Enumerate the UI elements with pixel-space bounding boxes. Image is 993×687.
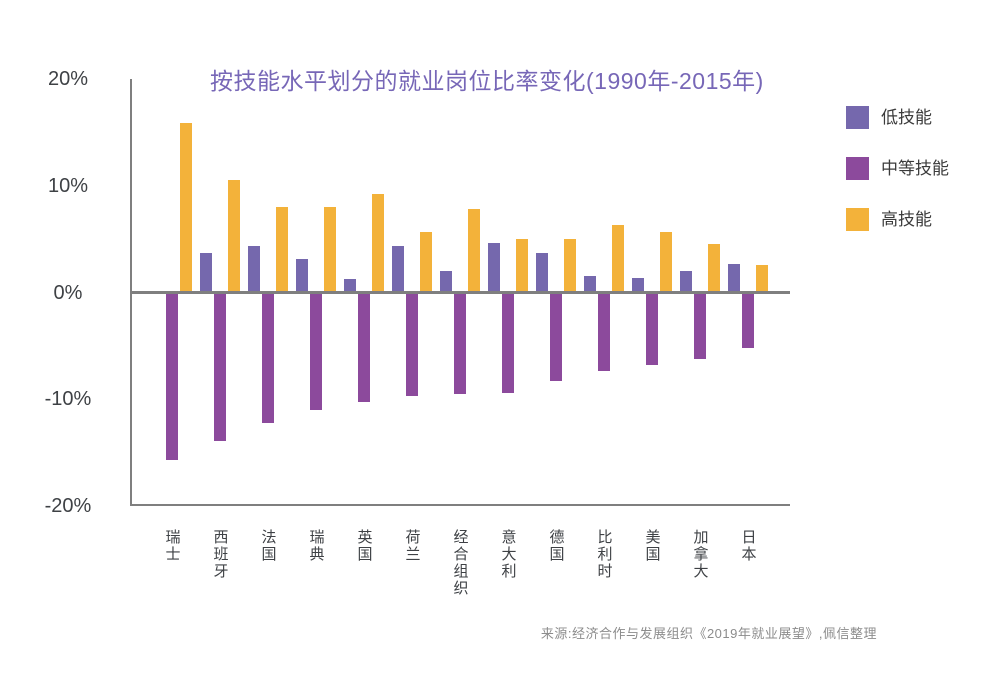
legend: 低技能中等技能高技能 xyxy=(846,106,949,259)
bar-medium-skill-经合组织 xyxy=(454,292,466,394)
bar-high-skill-荷兰 xyxy=(420,231,432,293)
bar-medium-skill-意大利 xyxy=(502,292,514,393)
bar-low-skill-法国 xyxy=(248,245,260,293)
x-axis-label-日本: 日本 xyxy=(739,529,757,563)
y-tick-label: -20% xyxy=(44,495,92,517)
bar-high-skill-瑞士 xyxy=(180,122,192,293)
bar-high-skill-日本 xyxy=(756,264,768,293)
bar-low-skill-美国 xyxy=(632,277,644,293)
legend-label-low-skill: 低技能 xyxy=(881,108,932,127)
bar-medium-skill-法国 xyxy=(262,292,274,423)
bar-high-skill-比利时 xyxy=(612,225,624,293)
zero-baseline xyxy=(132,291,790,294)
bar-medium-skill-日本 xyxy=(742,292,754,348)
x-axis-label-意大利: 意大利 xyxy=(499,529,517,580)
legend-label-medium-skill: 中等技能 xyxy=(881,159,949,178)
x-axis-label-经合组织: 经合组织 xyxy=(451,529,469,597)
bar-medium-skill-英国 xyxy=(358,292,370,403)
x-axis-line xyxy=(130,504,790,506)
bar-low-skill-加拿大 xyxy=(680,271,692,293)
bar-medium-skill-德国 xyxy=(550,292,562,382)
legend-item-high-skill: 高技能 xyxy=(846,208,949,231)
y-axis-line xyxy=(130,79,132,506)
source-note: 来源:经济合作与发展组织《2019年就业展望》,佩信整理 xyxy=(540,626,877,641)
legend-swatch-low-skill xyxy=(846,106,869,129)
bar-medium-skill-瑞典 xyxy=(310,292,322,410)
bar-low-skill-荷兰 xyxy=(392,245,404,293)
bar-low-skill-比利时 xyxy=(584,276,596,293)
bar-low-skill-德国 xyxy=(536,253,548,293)
x-axis-label-比利时: 比利时 xyxy=(595,529,613,580)
plot-area xyxy=(132,79,790,505)
x-axis-label-西班牙: 西班牙 xyxy=(211,529,229,580)
x-axis-label-德国: 德国 xyxy=(547,529,565,563)
x-axis-label-荷兰: 荷兰 xyxy=(403,529,421,563)
bar-low-skill-西班牙 xyxy=(200,253,212,293)
bar-medium-skill-比利时 xyxy=(598,292,610,372)
y-tick-label: -10% xyxy=(44,388,92,411)
bar-high-skill-经合组织 xyxy=(468,209,480,293)
legend-item-medium-skill: 中等技能 xyxy=(846,157,949,180)
legend-item-low-skill: 低技能 xyxy=(846,106,949,129)
bar-medium-skill-荷兰 xyxy=(406,292,418,397)
bar-medium-skill-加拿大 xyxy=(694,292,706,359)
y-tick-label: 10% xyxy=(47,174,89,197)
bar-low-skill-经合组织 xyxy=(440,271,452,293)
y-tick-label: 20% xyxy=(47,68,89,90)
bar-low-skill-日本 xyxy=(728,263,740,293)
bar-high-skill-西班牙 xyxy=(228,180,240,293)
bar-high-skill-美国 xyxy=(660,231,672,293)
x-axis-label-英国: 英国 xyxy=(355,529,373,563)
x-axis-label-加拿大: 加拿大 xyxy=(691,529,709,580)
bar-high-skill-德国 xyxy=(564,239,576,293)
legend-swatch-medium-skill xyxy=(846,157,869,180)
x-axis-label-法国: 法国 xyxy=(259,529,277,563)
bar-medium-skill-瑞士 xyxy=(166,292,178,461)
bar-medium-skill-美国 xyxy=(646,292,658,366)
x-axis-label-美国: 美国 xyxy=(643,529,661,563)
bar-high-skill-加拿大 xyxy=(708,244,720,293)
bar-high-skill-英国 xyxy=(372,194,384,293)
chart-title: 按技能水平划分的就业岗位比率变化(1990年-2015年) xyxy=(210,68,764,94)
bar-medium-skill-西班牙 xyxy=(214,292,226,441)
bar-high-skill-意大利 xyxy=(516,239,528,293)
bar-low-skill-意大利 xyxy=(488,243,500,293)
bar-high-skill-瑞典 xyxy=(324,207,336,293)
bar-low-skill-英国 xyxy=(344,278,356,293)
bar-high-skill-法国 xyxy=(276,207,288,293)
x-axis-label-瑞士: 瑞士 xyxy=(163,529,181,563)
bar-low-skill-瑞典 xyxy=(296,259,308,293)
x-axis-label-瑞典: 瑞典 xyxy=(307,529,325,563)
y-tick-label: 0% xyxy=(53,281,83,304)
legend-label-high-skill: 高技能 xyxy=(881,210,932,229)
legend-swatch-high-skill xyxy=(846,208,869,231)
